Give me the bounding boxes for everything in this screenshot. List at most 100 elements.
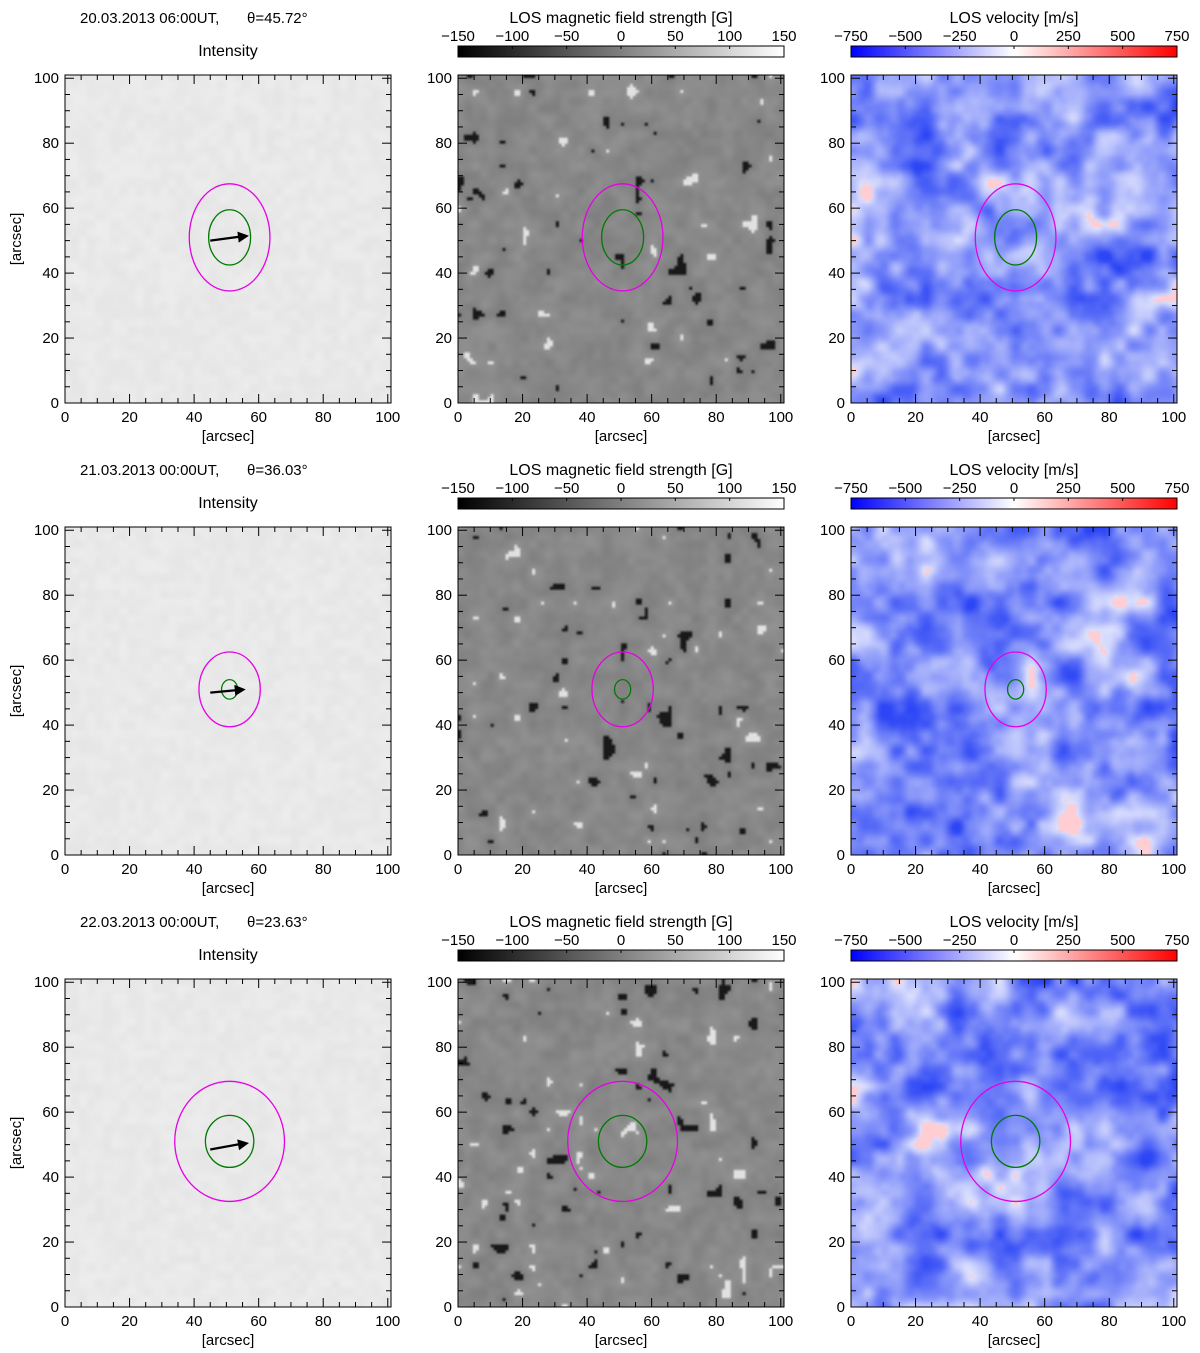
outer-contour	[188, 183, 271, 292]
x-axis-label: [arcsec]	[202, 428, 255, 445]
x-tick-label: 100	[1161, 1313, 1186, 1330]
y-axis-label: [arcsec]	[8, 1117, 25, 1170]
plot-frame	[850, 74, 1178, 404]
x-tick-label: 100	[375, 409, 400, 426]
x-tick-label: 60	[1036, 1313, 1053, 1330]
colorbar-tick-label: 0	[617, 932, 625, 949]
y-tick-label: 20	[435, 330, 452, 347]
colorbar-tick-label: 500	[1110, 28, 1135, 45]
colorbar-tick-label: 750	[1164, 932, 1189, 949]
y-tick-label: 100	[820, 974, 845, 991]
observation-timestamp: 22.03.2013 00:00UT,	[80, 914, 219, 931]
colorbar-tick-label: 0	[1010, 28, 1018, 45]
y-tick-label: 60	[828, 652, 845, 669]
x-tick-label: 40	[579, 409, 596, 426]
x-tick-label: 20	[121, 1313, 138, 1330]
x-tick-label: 60	[250, 1313, 267, 1330]
colorbar-tick-label: −50	[554, 480, 579, 497]
x-axis-label: [arcsec]	[202, 1332, 255, 1349]
direction-arrow-head	[237, 1139, 249, 1151]
colorbar-tick-label: 0	[1010, 932, 1018, 949]
x-tick-label: 60	[643, 1313, 660, 1330]
y-tick-label: 40	[828, 717, 845, 734]
x-tick-label: 80	[315, 1313, 332, 1330]
x-axis-label: [arcsec]	[988, 880, 1041, 897]
outer-contour	[984, 651, 1047, 728]
magnetogram-map	[458, 979, 784, 1307]
velocity-map	[851, 75, 1177, 403]
x-tick-label: 100	[768, 861, 793, 878]
x-tick-label: 20	[121, 861, 138, 878]
y-tick-label: 20	[42, 330, 59, 347]
x-tick-label: 0	[61, 409, 69, 426]
colorbar-tick-label: −150	[441, 480, 475, 497]
colorbar-tick-label: −250	[943, 932, 977, 949]
y-tick-label: 80	[828, 587, 845, 604]
panel-title: LOS magnetic field strength [G]	[509, 914, 732, 931]
x-tick-label: 40	[186, 409, 203, 426]
magnetic-panel: LOS magnetic field strength [G] −150 −100 −…	[427, 10, 797, 445]
x-tick-label: 0	[454, 1313, 462, 1330]
x-tick-label: 40	[186, 1313, 203, 1330]
y-tick-label: 100	[427, 974, 452, 991]
colorbar-tick-label: −500	[888, 480, 922, 497]
inner-contour	[597, 1114, 648, 1169]
panel-title: LOS magnetic field strength [G]	[509, 462, 732, 479]
direction-arrow-head	[234, 684, 246, 696]
direction-arrow-head	[237, 231, 249, 243]
plot-frame	[850, 978, 1178, 1308]
y-tick-label: 80	[435, 587, 452, 604]
y-tick-label: 80	[435, 1039, 452, 1056]
x-tick-label: 100	[768, 409, 793, 426]
panel-title: LOS velocity [m/s]	[950, 10, 1079, 27]
x-tick-label: 0	[61, 861, 69, 878]
direction-arrow	[210, 1142, 244, 1151]
x-axis-label: [arcsec]	[202, 880, 255, 897]
y-tick-label: 0	[51, 1299, 59, 1316]
x-tick-label: 60	[643, 409, 660, 426]
colorbar-tick-label: 100	[717, 932, 742, 949]
x-axis-label: [arcsec]	[988, 1332, 1041, 1349]
y-tick-label: 100	[427, 70, 452, 87]
x-tick-label: 100	[1161, 409, 1186, 426]
y-axis-label: [arcsec]	[8, 213, 25, 266]
y-tick-label: 100	[34, 70, 59, 87]
plot-frame	[64, 978, 392, 1308]
colorbar-tick-label: 50	[667, 480, 684, 497]
y-tick-label: 60	[42, 1104, 59, 1121]
x-tick-label: 80	[708, 861, 725, 878]
inclination-angle: θ=23.63°	[247, 914, 308, 931]
outer-contour	[974, 183, 1057, 292]
inclination-angle: θ=45.72°	[247, 10, 308, 27]
inner-contour	[207, 209, 252, 266]
intensity-panel: 20.03.2013 06:00UT, θ=45.72° Intensity 00 20…	[8, 10, 400, 445]
colorbar-tick-label: 50	[667, 932, 684, 949]
y-tick-label: 80	[828, 1039, 845, 1056]
velocity-panel: LOS velocity [m/s] −750 −500 −250 0 250 500 750…	[820, 10, 1190, 445]
inner-contour	[990, 1114, 1041, 1169]
y-tick-label: 80	[435, 135, 452, 152]
y-tick-label: 0	[51, 847, 59, 864]
y-tick-label: 100	[820, 70, 845, 87]
colorbar-tick-label: 0	[1010, 480, 1018, 497]
x-tick-label: 0	[847, 409, 855, 426]
y-tick-label: 20	[435, 782, 452, 799]
intensity-panel: 22.03.2013 00:00UT, θ=23.63° Intensity 00 20…	[8, 914, 400, 1349]
y-tick-label: 20	[42, 1234, 59, 1251]
y-tick-label: 40	[435, 265, 452, 282]
inner-contour	[993, 209, 1038, 266]
colorbar-tick-label: −50	[554, 932, 579, 949]
y-tick-label: 60	[42, 200, 59, 217]
outer-contour	[198, 651, 261, 728]
x-tick-label: 40	[972, 409, 989, 426]
plot-frame	[457, 74, 785, 404]
colorbar-tick-label: 750	[1164, 28, 1189, 45]
panel-title: LOS magnetic field strength [G]	[509, 10, 732, 27]
x-tick-label: 60	[1036, 861, 1053, 878]
direction-arrow	[210, 235, 244, 242]
y-tick-label: 0	[51, 395, 59, 412]
x-tick-label: 60	[250, 409, 267, 426]
x-tick-label: 40	[972, 1313, 989, 1330]
colorbar-tick-label: −500	[888, 932, 922, 949]
